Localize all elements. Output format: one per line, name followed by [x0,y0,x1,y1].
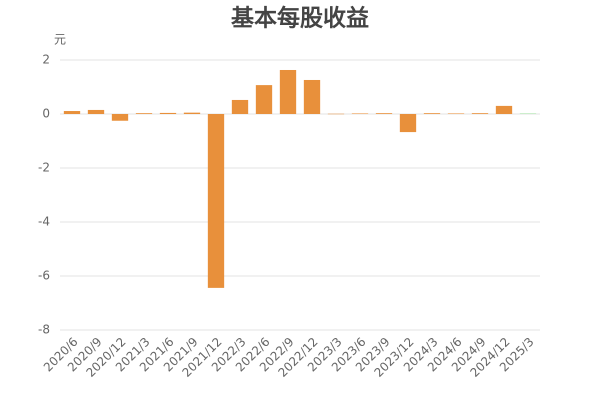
bar [207,114,225,288]
bar [63,111,81,114]
y-tick-label: 2 [42,53,50,67]
bar [495,105,513,114]
bar [279,69,297,114]
bar [447,113,465,114]
bar [351,113,369,114]
y-unit: 元 [54,33,66,47]
bar [159,112,177,114]
bar [87,109,105,114]
chart-title: 基本每股收益 [231,5,369,32]
bar [327,113,345,115]
y-tick-label: 0 [42,107,50,121]
bar [135,113,153,114]
y-tick-label: -6 [38,269,50,283]
bar [255,85,273,114]
bar [399,114,417,133]
y-tick-label: -4 [38,215,50,229]
bar [111,114,129,121]
bar [303,79,321,114]
bar [423,113,441,114]
y-tick-label: -2 [38,161,50,175]
bar [183,112,201,114]
bar [471,113,489,114]
bar [519,113,537,114]
bar [231,99,249,114]
y-tick-label: -8 [38,323,50,337]
bar [375,113,393,114]
